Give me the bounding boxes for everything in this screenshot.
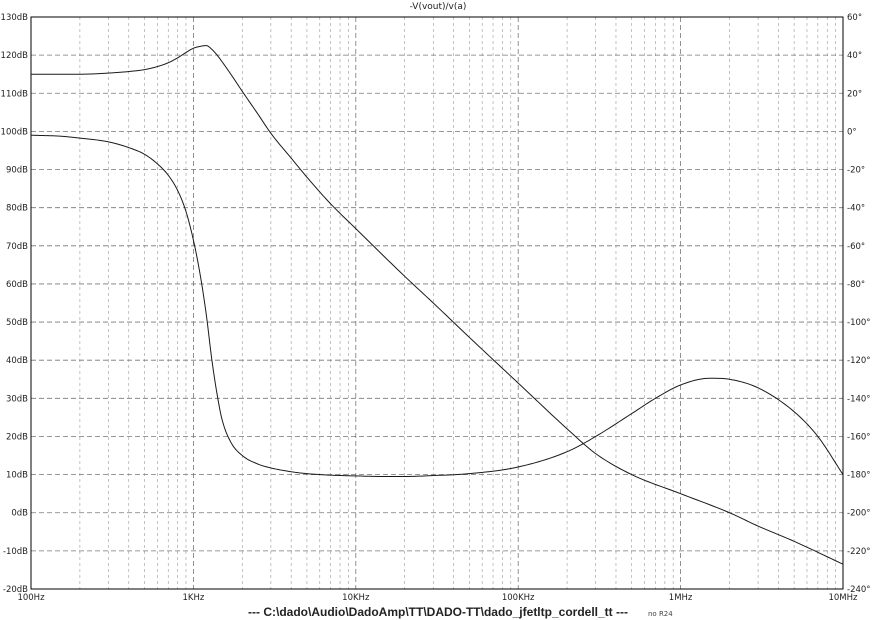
y-left-tick-label: 130dB [1,13,29,23]
y-right-tick-label: -80° [847,280,865,290]
y-left-tick-label: -20dB [3,585,28,595]
series-layer [30,45,844,565]
major-gridlines [31,17,843,589]
x-tick-label: 10MHz [828,593,858,603]
y-right-tick-label: -100° [847,318,871,328]
y-left-tick-label: 40dB [6,356,28,366]
x-tick-label: 10KHz [342,593,370,603]
y-left-tick-label: 70dB [6,242,28,252]
x-tick-label: 1KHz [182,593,204,603]
x-tick-label: 100Hz [17,593,45,603]
minor-gridlines [79,17,836,589]
x-tick-label: 100KHz [502,593,535,603]
magnitude-series-line [31,45,844,565]
y-left-tick-label: 80dB [6,204,28,214]
y-left-tick-label: 0dB [11,509,28,519]
y-right-tick-label: 20° [847,89,862,99]
y-left-tick-label: 110dB [1,89,29,99]
y-left-tick-label: 100dB [1,127,29,137]
y-right-tick-label: -20° [847,166,865,176]
footer-note: no R24 [648,610,673,618]
y-left-tick-label: 20dB [6,432,28,442]
phase-series-line [30,134,844,478]
y-left-tick-label: 10dB [6,471,28,481]
y-right-tick-label: -40° [847,204,865,214]
y-right-tick-label: -240° [847,585,871,595]
y-right-tick-label: -220° [847,547,871,557]
y-right-tick-label: -200° [847,509,871,519]
y-left-tick-label: 50dB [6,318,28,328]
y-left-tick-label: 120dB [1,51,29,61]
x-tick-label: 1MHz [669,593,693,603]
y-left-tick-label: 60dB [6,280,28,290]
y-right-tick-label: -180° [847,471,871,481]
y-right-tick-label: 40° [847,51,862,61]
y-right-tick-label: -120° [847,356,871,366]
y-right-tick-label: -60° [847,242,865,252]
y-left-tick-label: 30dB [6,394,28,404]
y-left-tick-label: -10dB [3,547,28,557]
y-left-tick-label: 90dB [6,166,28,176]
y-right-tick-label: 0° [847,127,857,137]
chart-title: -V(vout)/v(a) [410,2,467,12]
y-right-tick-label: -140° [847,394,871,404]
plot-frame [30,16,844,590]
footer-file-path: --- C:\dado\Audio\DadoAmp\TT\DADO-TT\dad… [248,605,628,619]
y-right-tick-label: -160° [847,432,871,442]
y-right-tick-label: 60° [847,13,862,23]
tick-labels: 100Hz 1KHz 10KHz 100KHz 1MHz 10MHz 130dB 120dB 1… [1,13,871,603]
